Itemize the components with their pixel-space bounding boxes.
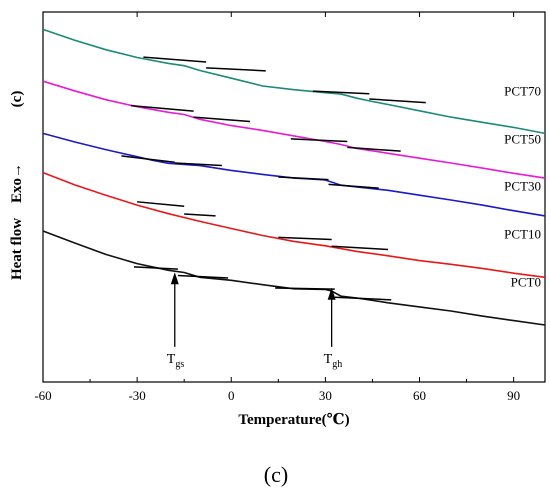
panel-label: (c) — [264, 462, 288, 487]
tangent-segment-pct0 — [275, 287, 335, 290]
annotation-arrowhead-gs — [170, 272, 179, 285]
y-axis-title-main: Heat flow — [9, 218, 25, 280]
tangent-segment-pct10 — [184, 213, 216, 217]
tangent-segment-pct50 — [347, 146, 401, 152]
tangent-segment-pct10 — [137, 201, 185, 207]
tangent-segment-pct30 — [328, 183, 379, 189]
x-tick-label: 0 — [228, 388, 235, 403]
tangent-segment-pct50 — [193, 116, 251, 123]
tangent-segment-pct0 — [133, 266, 178, 270]
tangent-segment-pct10 — [278, 236, 332, 241]
tangent-segment-pct10 — [331, 245, 389, 251]
series-line-pct10 — [42, 171, 546, 279]
series-label-pct70: PCT70 — [504, 83, 541, 98]
series-line-pct70 — [42, 28, 546, 135]
annotation-sub-gs: gs — [175, 359, 184, 370]
tangent-segment-pct70 — [369, 98, 426, 104]
tangent-segment-pct70 — [143, 56, 207, 63]
y-axis-marker: (c) — [9, 91, 25, 108]
tangent-segment-pct30 — [174, 162, 222, 167]
x-axis-ticks: -60 -30 0 30 60 90 — [34, 12, 520, 403]
tangent-segment-pct30 — [121, 155, 175, 163]
series-label-pct50: PCT50 — [504, 131, 541, 146]
annotation-layer: Tgs Tgh — [167, 272, 342, 370]
x-tick-label: 30 — [319, 388, 332, 403]
y-axis-title: Heat flow Exo→ (c) — [9, 91, 25, 280]
tangent-segment-pct50 — [130, 104, 194, 112]
tangent-segment-pct0 — [334, 296, 392, 301]
x-tick-label: -30 — [128, 388, 145, 403]
series-line-pct50 — [42, 80, 546, 179]
x-tick-label: 90 — [507, 388, 520, 403]
series-label-pct10: PCT10 — [504, 226, 541, 241]
x-tick-label: 60 — [413, 388, 426, 403]
tangent-segment-pct70 — [312, 90, 370, 95]
tangent-segment-pct0 — [177, 274, 229, 279]
tangent-lines — [121, 56, 426, 301]
tangent-segment-pct70 — [206, 67, 266, 72]
x-tick-label: -60 — [34, 388, 51, 403]
tangent-segment-pct50 — [290, 138, 348, 143]
annotation-arrowhead-gh — [327, 287, 336, 300]
tangent-segment-pct30 — [278, 176, 329, 181]
plot-area — [42, 11, 546, 383]
x-axis-title: Temperature(℃) — [238, 412, 349, 428]
y-axis-direction: Exo→ — [9, 163, 25, 203]
series-label-pct0: PCT0 — [511, 275, 541, 290]
series-labels: PCT70 PCT50 PCT30 PCT10 PCT0 — [504, 83, 541, 289]
annotation-sub-gh: gh — [332, 359, 342, 370]
series-label-pct30: PCT30 — [504, 178, 541, 193]
